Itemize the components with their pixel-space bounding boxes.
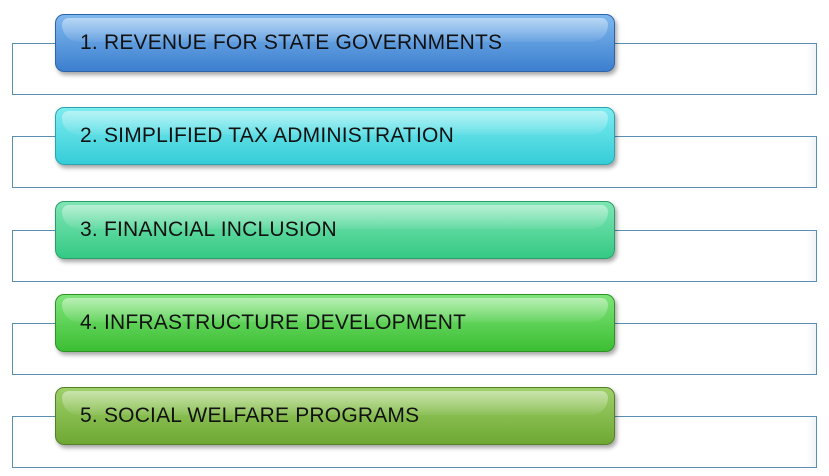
list-item-label: 4. INFRASTRUCTURE DEVELOPMENT — [80, 311, 467, 334]
list-row-2: 2. SIMPLIFIED TAX ADMINISTRATION — [0, 107, 829, 191]
list-item-label: 5. SOCIAL WELFARE PROGRAMS — [80, 404, 420, 427]
list-item-2: 2. SIMPLIFIED TAX ADMINISTRATION — [55, 107, 615, 165]
list-item-5: 5. SOCIAL WELFARE PROGRAMS — [55, 387, 615, 445]
list-item-label: 2. SIMPLIFIED TAX ADMINISTRATION — [80, 124, 454, 147]
list-row-4: 4. INFRASTRUCTURE DEVELOPMENT — [0, 294, 829, 378]
list-item-3: 3. FINANCIAL INCLUSION — [55, 201, 615, 259]
list-item-label: 1. REVENUE FOR STATE GOVERNMENTS — [80, 31, 503, 54]
list-item-1: 1. REVENUE FOR STATE GOVERNMENTS — [55, 14, 615, 72]
list-row-3: 3. FINANCIAL INCLUSION — [0, 201, 829, 285]
list-row-5: 5. SOCIAL WELFARE PROGRAMS — [0, 387, 829, 471]
list-row-1: 1. REVENUE FOR STATE GOVERNMENTS — [0, 14, 829, 98]
list-item-label: 3. FINANCIAL INCLUSION — [80, 218, 337, 241]
list-item-4: 4. INFRASTRUCTURE DEVELOPMENT — [55, 294, 615, 352]
